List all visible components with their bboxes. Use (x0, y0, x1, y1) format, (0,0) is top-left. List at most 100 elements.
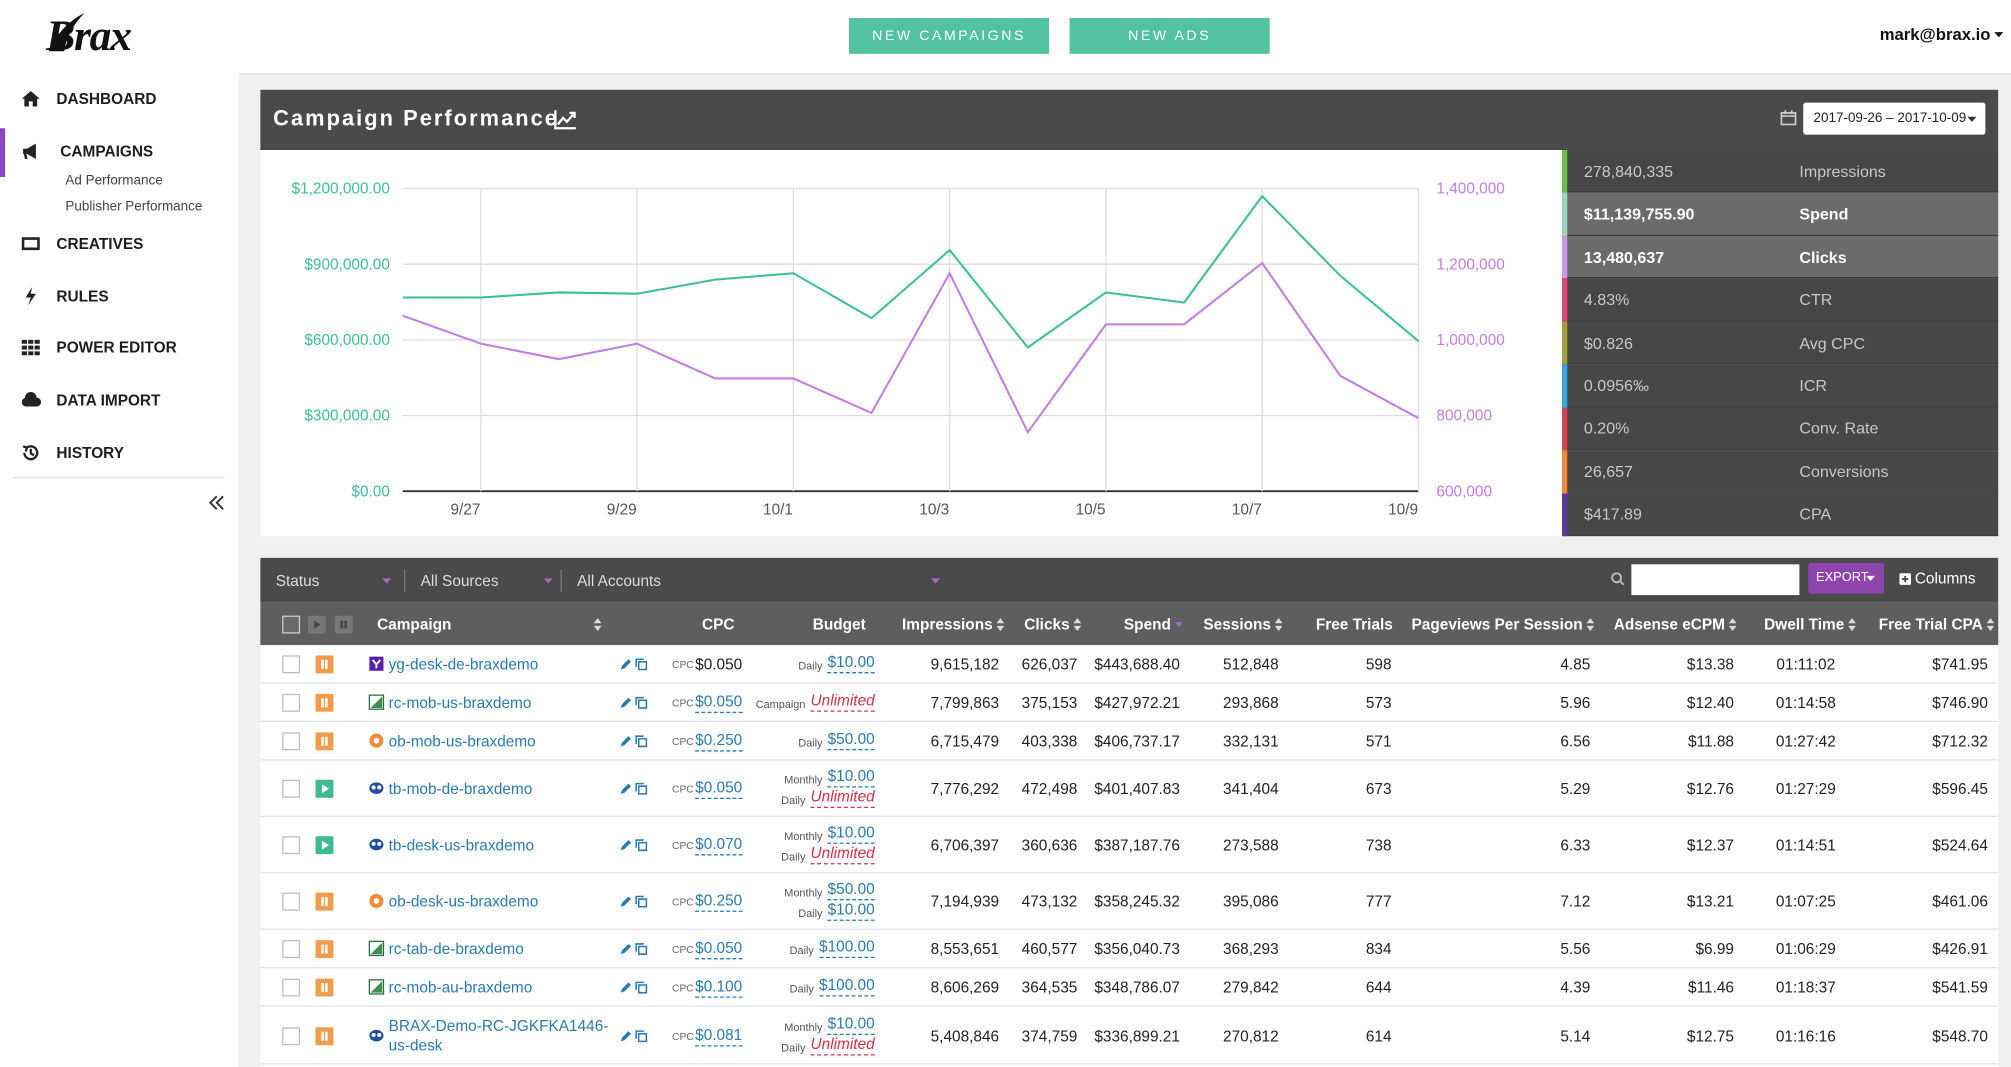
campaign-name[interactable]: tb-mob-de-braxdemo (388, 779, 533, 798)
nav-item[interactable]: RULES (56, 287, 109, 306)
date-picker[interactable] (1803, 102, 1986, 135)
cpc-value[interactable]: $0.250 (695, 731, 743, 752)
nav-subitem[interactable]: Ad Performance (65, 173, 163, 189)
select-all-checkbox[interactable] (282, 615, 301, 634)
filter-select[interactable]: Status (275, 572, 320, 590)
row-checkbox[interactable] (282, 892, 301, 911)
stat-label[interactable]: Conv. Rate (1799, 419, 1879, 438)
stat-label[interactable]: Avg CPC (1799, 334, 1866, 353)
cpc-value[interactable]: $0.050 (695, 693, 743, 714)
column-header[interactable]: Pageviews Per Session (1411, 615, 1583, 634)
budget-amount[interactable]: Unlimited (810, 1034, 875, 1055)
stat-value[interactable]: 13,480,637 (1583, 248, 1665, 267)
stat-value[interactable]: 278,840,335 (1583, 162, 1674, 181)
column-header[interactable]: Clicks (1024, 615, 1070, 634)
column-header[interactable]: Spend (1123, 615, 1171, 634)
stat-value[interactable]: 4.83% (1583, 291, 1630, 310)
budget-amount[interactable]: $50.00 (827, 880, 875, 901)
column-header[interactable]: Sessions (1203, 615, 1271, 634)
stat-row[interactable] (1562, 150, 1999, 193)
column-header[interactable]: Free Trials (1315, 615, 1393, 634)
budget-amount[interactable]: $100.00 (819, 976, 875, 997)
budget-amount[interactable]: $10.00 (827, 767, 875, 788)
cpc-value[interactable]: $0.050 (695, 778, 743, 800)
row-checkbox[interactable] (282, 693, 301, 712)
column-header[interactable]: Budget (812, 615, 866, 634)
export-label[interactable]: EXPORT (1816, 570, 1869, 585)
stat-label[interactable]: ICR (1799, 376, 1828, 395)
nav-item[interactable]: DATA IMPORT (56, 391, 161, 410)
search-input[interactable] (1631, 564, 1800, 596)
budget-amount[interactable]: $10.00 (827, 900, 875, 921)
stat-row[interactable] (1562, 278, 1999, 322)
column-header[interactable]: Free Trial CPA (1878, 615, 1983, 634)
budget-amount[interactable]: $100.00 (819, 938, 875, 959)
row-checkbox[interactable] (282, 779, 301, 798)
stat-label[interactable]: Conversions (1799, 462, 1889, 481)
campaign-name[interactable]: ob-desk-us-braxdemo (388, 891, 539, 910)
stat-label[interactable]: Spend (1799, 205, 1849, 224)
nav-item[interactable]: DASHBOARD (56, 89, 157, 108)
stat-value[interactable]: 0.0956‰ (1583, 376, 1649, 395)
stat-row[interactable] (1562, 321, 1999, 365)
filter-select[interactable]: All Sources (420, 572, 499, 590)
stat-value[interactable]: 0.20% (1583, 419, 1630, 438)
stat-row[interactable] (1562, 493, 1999, 537)
header-button[interactable]: NEW ADS (1069, 17, 1270, 54)
date-range[interactable]: 2017-09-26 – 2017-10-09 (1813, 110, 1967, 126)
cpc-value[interactable]: $0.050 (695, 939, 743, 960)
stat-label[interactable]: CPA (1799, 505, 1832, 524)
stat-row[interactable] (1562, 235, 1999, 279)
row-checkbox[interactable] (282, 732, 301, 751)
stat-value[interactable]: 26,657 (1583, 462, 1633, 481)
stat-row[interactable] (1562, 450, 1999, 494)
column-header[interactable]: Campaign (377, 615, 452, 634)
user-menu[interactable]: mark@brax.io (1879, 24, 1991, 44)
column-header[interactable]: Impressions (901, 615, 993, 634)
row-checkbox[interactable] (282, 978, 301, 997)
campaign-name[interactable]: tb-desk-us-braxdemo (388, 835, 535, 854)
stat-value[interactable]: $417.89 (1583, 505, 1642, 524)
campaign-name[interactable]: BRAX-Demo-RC-JGKFKA1446-us-desk (388, 1016, 609, 1054)
campaign-name[interactable]: ob-mob-us-braxdemo (388, 731, 536, 750)
stat-label[interactable]: CTR (1799, 291, 1833, 310)
stat-row[interactable] (1562, 192, 1999, 236)
stat-value[interactable]: $11,139,755.90 (1583, 205, 1695, 224)
row-checkbox[interactable] (282, 655, 301, 674)
filter-select[interactable]: All Accounts (577, 572, 661, 590)
icon-part (371, 785, 376, 790)
stat-value[interactable]: $0.826 (1583, 334, 1633, 353)
columns-button[interactable]: Columns (1914, 569, 1976, 588)
column-header[interactable]: Adsense eCPM (1613, 615, 1726, 634)
budget-amount[interactable]: $10.00 (827, 1014, 875, 1035)
budget-amount[interactable]: Unlimited (810, 691, 875, 712)
cpc-value[interactable]: $0.070 (695, 835, 743, 856)
campaign-name[interactable]: yg-desk-de-braxdemo (388, 654, 539, 673)
stat-row[interactable] (1562, 407, 1999, 451)
stat-row[interactable] (1562, 364, 1999, 408)
nav-item[interactable]: CAMPAIGNS (60, 142, 154, 161)
cpc-value[interactable]: $0.250 (695, 891, 743, 912)
nav-subitem[interactable]: Publisher Performance (65, 198, 203, 215)
campaign-name[interactable]: rc-mob-us-braxdemo (388, 693, 532, 712)
stat-label[interactable]: Impressions (1799, 162, 1886, 181)
budget-amount[interactable]: $10.00 (827, 653, 875, 674)
budget-amount[interactable]: Unlimited (810, 844, 875, 865)
campaign-name[interactable]: rc-mob-au-braxdemo (388, 977, 533, 996)
column-header[interactable]: Dwell Time (1764, 615, 1845, 634)
row-checkbox[interactable] (282, 836, 301, 855)
nav-item[interactable]: HISTORY (56, 443, 125, 462)
header-button[interactable]: NEW CAMPAIGNS (849, 17, 1050, 54)
stat-label[interactable]: Clicks (1799, 248, 1847, 267)
nav-item[interactable]: CREATIVES (56, 234, 144, 253)
cpc-value[interactable]: $0.100 (695, 977, 743, 998)
budget-amount[interactable]: $10.00 (827, 823, 875, 844)
budget-amount[interactable]: Unlimited (810, 787, 875, 808)
nav-item[interactable]: POWER EDITOR (56, 338, 177, 357)
column-header[interactable]: CPC (701, 615, 735, 634)
row-checkbox[interactable] (282, 940, 301, 959)
cpc-value[interactable]: $0.081 (695, 1025, 743, 1046)
budget-amount[interactable]: $50.00 (827, 730, 875, 751)
row-checkbox[interactable] (282, 1026, 301, 1045)
campaign-name[interactable]: rc-tab-de-braxdemo (388, 939, 524, 958)
